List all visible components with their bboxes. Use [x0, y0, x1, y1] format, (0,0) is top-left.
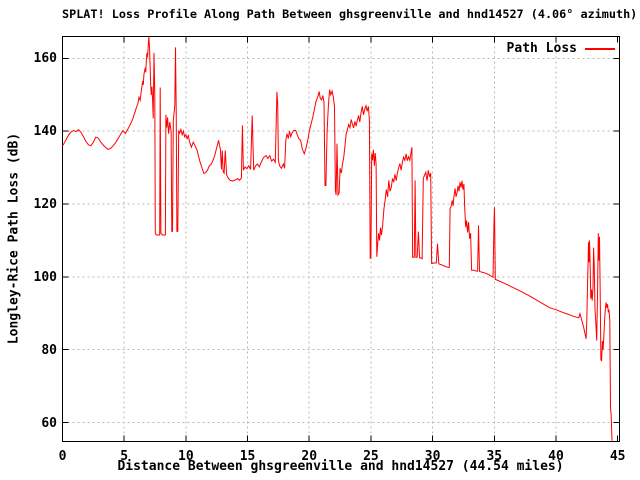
chart-title: SPLAT! Loss Profile Along Path Between g…	[62, 7, 638, 21]
y-tick-label: 140	[33, 124, 57, 140]
y-tick-label: 160	[33, 51, 57, 67]
x-tick-label: 35	[486, 449, 503, 464]
x-axis-label: Distance Between ghsgreenville and hnd14…	[117, 459, 564, 474]
x-tick-label: 20	[301, 449, 318, 464]
x-tick-label: 10	[178, 449, 194, 464]
x-tick-label: 5	[120, 449, 129, 464]
legend-label: Path Loss	[506, 41, 577, 56]
x-tick-label: 25	[363, 449, 379, 464]
x-tick-label: 0	[58, 449, 67, 464]
y-tick-label: 60	[41, 415, 57, 431]
legend: Path Loss	[430, 41, 615, 56]
path-loss-line	[62, 36, 613, 441]
y-axis-label: Longley-Rice Path Loss (dB)	[6, 132, 22, 345]
y-tick-label: 100	[33, 269, 57, 285]
y-tick-label: 80	[41, 342, 57, 358]
x-tick-label: 40	[548, 449, 564, 464]
x-tick-label: 15	[239, 449, 256, 464]
x-tick-label: 45	[609, 449, 626, 464]
legend-line-sample	[585, 47, 615, 50]
x-tick-label: 30	[424, 449, 441, 464]
y-tick-label: 120	[33, 197, 57, 213]
plot-border	[62, 36, 620, 442]
